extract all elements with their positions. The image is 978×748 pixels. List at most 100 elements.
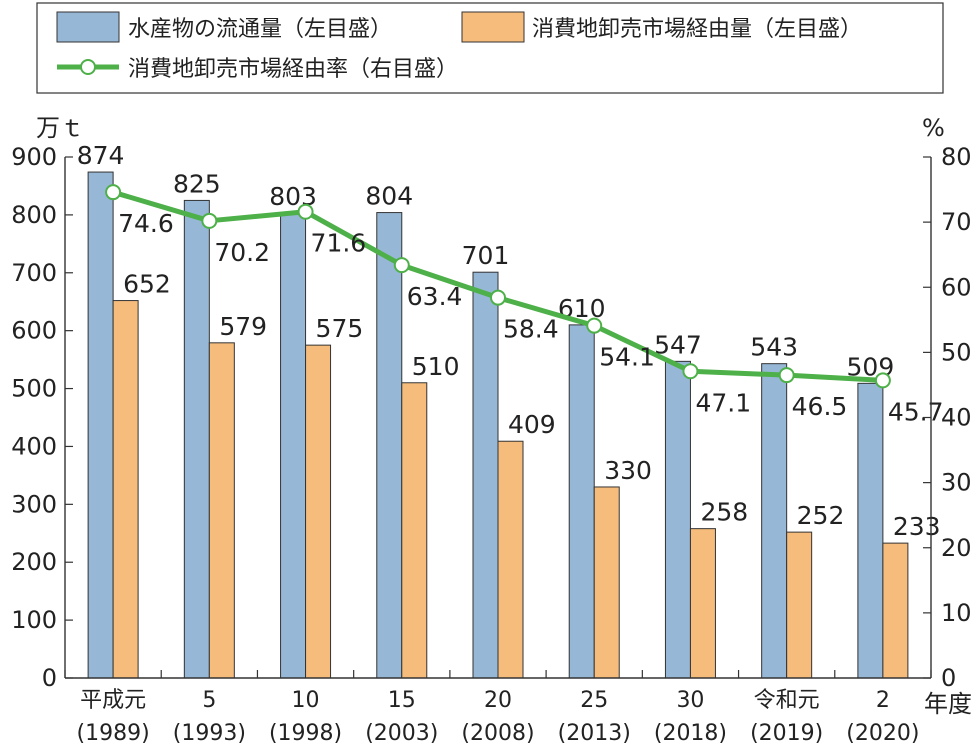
data-label-market-volume: 258 xyxy=(700,498,748,527)
data-label-market-volume: 579 xyxy=(219,312,267,341)
bar-market-volume xyxy=(401,382,428,679)
left-axis-tick-label: 900 xyxy=(11,143,57,171)
right-axis-tick-label: 30 xyxy=(941,469,972,497)
bar-market-volume xyxy=(305,344,332,679)
x-tick-sublabel: (1993) xyxy=(173,721,246,746)
x-tick-sublabel: (2019) xyxy=(750,721,823,746)
bar-flow xyxy=(568,324,595,679)
left-axis-tick-label: 700 xyxy=(11,259,57,287)
x-tick-label: 20 xyxy=(484,688,512,713)
bar-flow xyxy=(761,363,788,679)
bar-flow xyxy=(857,382,884,679)
left-axis-unit: 万ｔ xyxy=(36,114,84,142)
x-tick-sublabel: (2018) xyxy=(654,721,727,746)
left-axis-tick-label: 0 xyxy=(42,664,57,692)
point-market-rate xyxy=(105,184,122,201)
data-label-market-rate: 63.4 xyxy=(407,282,463,311)
x-tick-label: 15 xyxy=(388,688,416,713)
x-tick-label: 30 xyxy=(676,688,704,713)
x-tick-sublabel: (1998) xyxy=(269,721,342,746)
left-axis-tick-label: 400 xyxy=(11,432,57,460)
data-label-market-rate: 58.4 xyxy=(503,315,559,344)
bar-market-volume xyxy=(882,542,909,679)
x-tick-label: 2 xyxy=(876,688,890,713)
data-label-market-rate: 70.2 xyxy=(214,238,270,267)
plot-area: 8746528255798035758045107014096103305472… xyxy=(77,141,944,679)
x-tick-label: 平成元 xyxy=(80,688,146,713)
legend: 水産物の流通量（左目盛） 消費地卸売市場経由量（左目盛） 消費地卸売市場経由率（… xyxy=(36,2,944,94)
right-axis-tick-label: 80 xyxy=(941,143,972,171)
legend-marker-market-rate xyxy=(80,59,96,75)
legend-swatch-flow xyxy=(56,11,120,43)
data-label-market-rate: 71.6 xyxy=(311,229,367,258)
legend-label-flow: 水産物の流通量（左目盛） xyxy=(128,17,392,42)
data-label-market-volume: 233 xyxy=(893,512,941,541)
data-label-flow: 874 xyxy=(77,141,125,170)
point-market-rate xyxy=(490,289,506,306)
x-axis-unit: 年度 xyxy=(924,690,972,718)
data-label-market-rate: 54.1 xyxy=(599,343,655,372)
x-tick-label: 令和元 xyxy=(754,688,820,713)
legend-label-market-rate: 消費地卸売市場経由率（右目盛） xyxy=(128,57,458,82)
legend-swatch-market-volume xyxy=(461,11,525,43)
point-market-rate xyxy=(393,257,410,274)
data-label-market-volume: 652 xyxy=(123,270,171,299)
data-label-market-volume: 409 xyxy=(508,410,556,439)
bar-market-volume xyxy=(786,531,813,679)
x-tick-sublabel: (2008) xyxy=(461,721,534,746)
x-tick-sublabel: (2020) xyxy=(846,721,919,746)
right-axis-tick-label: 40 xyxy=(941,404,972,432)
bar-flow xyxy=(376,212,403,679)
bar-market-volume xyxy=(208,342,235,679)
point-market-rate xyxy=(297,203,314,220)
data-label-flow: 701 xyxy=(462,241,510,270)
bar-flow xyxy=(664,360,691,679)
point-market-rate xyxy=(874,372,891,389)
data-label-flow: 825 xyxy=(173,169,221,198)
left-axis-tick-label: 100 xyxy=(11,606,57,634)
data-label-market-rate: 45.7 xyxy=(888,397,944,426)
bar-market-volume xyxy=(497,440,524,679)
bar-flow xyxy=(87,171,114,679)
point-market-rate xyxy=(586,317,603,334)
x-tick-label: 10 xyxy=(292,688,320,713)
bar-flow xyxy=(280,212,307,679)
data-label-market-volume: 330 xyxy=(604,456,652,485)
data-label-market-rate: 74.6 xyxy=(118,209,174,238)
left-axis-tick-label: 800 xyxy=(11,201,57,229)
bar-market-volume xyxy=(593,486,620,679)
data-label-market-rate: 47.1 xyxy=(695,388,751,417)
left-axis-tick-label: 300 xyxy=(11,490,57,518)
x-tick-label: 25 xyxy=(580,688,608,713)
bar-flow xyxy=(183,199,210,679)
point-market-rate xyxy=(682,363,699,380)
right-axis-tick-label: 10 xyxy=(941,599,972,627)
x-tick-sublabel: (1989) xyxy=(77,721,150,746)
left-axis-tick-label: 200 xyxy=(11,548,57,576)
point-market-rate xyxy=(201,212,218,229)
data-label-market-volume: 575 xyxy=(316,314,364,343)
data-label-flow: 804 xyxy=(365,182,413,211)
x-tick-sublabel: (2003) xyxy=(365,721,438,746)
right-axis-tick-label: 50 xyxy=(941,338,972,366)
x-tick-label: 5 xyxy=(202,688,216,713)
point-market-rate xyxy=(778,367,795,384)
data-label-flow: 543 xyxy=(750,333,798,362)
data-label-market-volume: 252 xyxy=(797,501,845,530)
right-axis-unit: % xyxy=(922,114,945,142)
bar-market-volume xyxy=(112,300,139,679)
right-axis-tick-label: 20 xyxy=(941,534,972,562)
right-axis-tick-label: 60 xyxy=(941,273,972,301)
x-tick-sublabel: (2013) xyxy=(558,721,631,746)
data-label-flow: 547 xyxy=(654,330,702,359)
right-axis-tick-label: 0 xyxy=(941,664,956,692)
bar-market-volume xyxy=(689,528,716,679)
data-label-market-rate: 46.5 xyxy=(792,392,848,421)
right-axis-tick-label: 70 xyxy=(941,208,972,236)
legend-label-market-volume: 消費地卸売市場経由量（左目盛） xyxy=(532,17,862,42)
left-axis-tick-label: 500 xyxy=(11,375,57,403)
axes: 0 100 200 300 400 500 600 700 800 900 0 10 20 30 40 50 6… xyxy=(11,143,971,746)
data-label-market-volume: 510 xyxy=(412,352,460,381)
